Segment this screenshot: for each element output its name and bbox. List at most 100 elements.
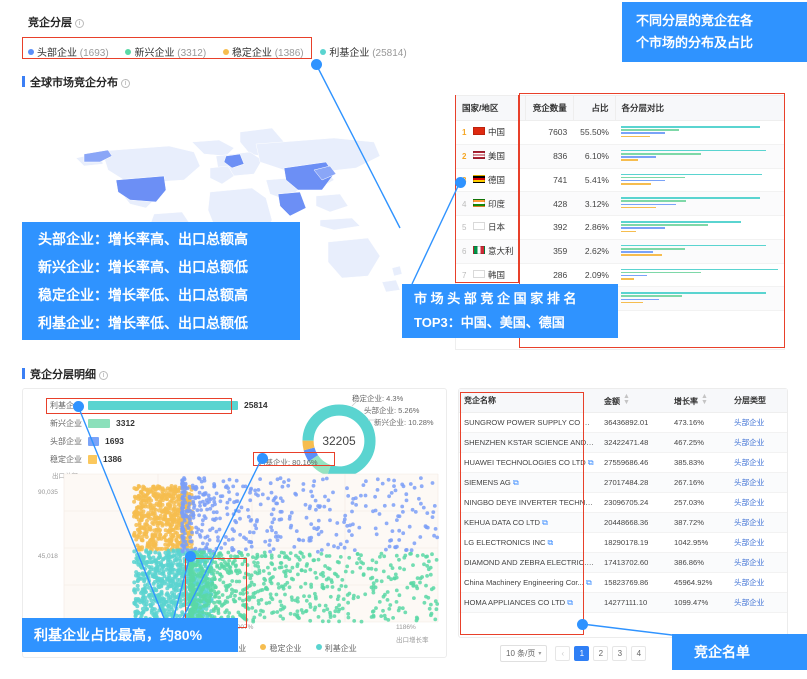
cell-country: 1 中国 [456, 120, 526, 145]
page-button-4[interactable]: 4 [631, 646, 647, 661]
page-button-3[interactable]: 3 [612, 646, 628, 661]
scatter-legend-niche[interactable]: 利基企业 [315, 644, 357, 653]
cell-company-name[interactable]: SUNGROW POWER SUPPLY CO L... ⧉ [459, 412, 599, 433]
col-tier-type[interactable]: 分层类型 [729, 389, 787, 413]
cell-tier[interactable]: 头部企业 [729, 472, 787, 493]
callout-knob [455, 177, 466, 188]
table-row[interactable]: KEHUA DATA CO LTD ⧉ 20448668.36 387.72% 头部企… [459, 512, 787, 533]
cell-country: 4 印度 [456, 191, 526, 216]
scatter-legend-stable[interactable]: 稳定企业 [260, 644, 301, 653]
copy-icon[interactable]: ⧉ [587, 457, 594, 467]
table-row[interactable]: 1 中国 7603 55.50% [456, 120, 784, 145]
legend-item-stable[interactable]: 稳定企业 (1386) [222, 44, 304, 59]
tier-link[interactable]: 头部企业 [734, 518, 765, 527]
copy-icon[interactable]: ⧉ [512, 477, 519, 487]
copy-icon[interactable]: ⧉ [547, 537, 554, 547]
col-pct[interactable]: 占比 [573, 96, 616, 121]
table-row[interactable]: LG ELECTRONICS INC ⧉ 18290178.19 1042.95% 头… [459, 532, 787, 553]
flag-icon [473, 127, 485, 136]
copy-icon[interactable]: ⧉ [567, 597, 573, 607]
info-circle-icon[interactable]: i [99, 371, 108, 380]
tier-link[interactable]: 头部企业 [734, 478, 765, 487]
tier-link[interactable]: 头部企业 [734, 438, 765, 447]
table-row[interactable]: SHENZHEN KSTAR SCIENCE AND... ⧉32422471.… [459, 432, 787, 453]
table-row[interactable]: HUAWEI TECHNOLOGIES CO LTD ⧉ 27559686.46 3… [459, 452, 787, 473]
cell-tier[interactable]: 头部企业 [729, 452, 787, 473]
rank-badge: 4 [462, 199, 467, 209]
tier-bar-fill [88, 436, 99, 446]
table-row[interactable]: NINGBO DEYE INVERTER TECHN... ⧉ 23096705.… [459, 492, 787, 513]
cell-tier[interactable]: 头部企业 [729, 592, 787, 613]
page-button-2[interactable]: 2 [593, 646, 609, 661]
tier-link[interactable]: 头部企业 [734, 458, 765, 467]
cell-tier[interactable]: 头部企业 [729, 532, 787, 553]
sort-icon[interactable]: ▲ ▼ [623, 393, 630, 406]
copy-icon[interactable]: ⧉ [586, 577, 592, 587]
cell-company-name[interactable]: DIAMOND AND ZEBRA ELECTRIC... ⧉ [459, 552, 599, 573]
cell-company-name[interactable]: HOMA APPLIANCES CO LTD ⧉ [459, 592, 599, 613]
cell-tier[interactable]: 头部企业 [729, 412, 787, 433]
mini-bar [621, 132, 665, 134]
tier-link[interactable]: 头部企业 [734, 598, 765, 607]
col-tier-compare[interactable]: 各分层对比 [615, 96, 784, 121]
table-row[interactable]: SIEMENS AG ⧉ 27017484.28 267.16% 头部企业 [459, 472, 787, 493]
cell-tier[interactable]: 头部企业 [729, 552, 787, 573]
cell-company-name[interactable]: HUAWEI TECHNOLOGIES CO LTD ⧉ [459, 452, 599, 473]
table-row[interactable]: China Machinery Engineering Cor... ⧉ 1582… [459, 572, 787, 593]
cell-company-name[interactable]: LG ELECTRONICS INC ⧉ [459, 532, 599, 553]
table-row[interactable]: 6 意大利 359 2.62% [456, 239, 784, 264]
tier-link[interactable]: 头部企业 [734, 418, 765, 427]
cell-tier[interactable]: 头部企业 [729, 432, 787, 453]
country-distribution-table[interactable]: 国家/地区 竞企数量 占比 各分层对比 1 中国 7603 55.50% 2 美国 836 6… [455, 95, 785, 350]
col-amount[interactable]: 金额▲ ▼ [599, 389, 669, 413]
copy-icon[interactable]: ⧉ [593, 497, 599, 507]
copy-icon[interactable]: ⧉ [542, 517, 548, 527]
tier-link[interactable]: 头部企业 [734, 558, 765, 567]
legend-item-emerging[interactable]: 新兴企业 (3312) [125, 44, 206, 59]
table-row[interactable]: 3德国7415.41% [456, 168, 784, 193]
legend-item-head[interactable]: 头部企业 (1693) [28, 44, 109, 59]
cell-tier[interactable]: 头部企业 [729, 492, 787, 513]
tier-bar-row[interactable]: 头部企业 1693 [36, 432, 286, 450]
mini-bar [621, 247, 685, 250]
cell-company-name[interactable]: KEHUA DATA CO LTD ⧉ [459, 512, 599, 533]
cell-company-name[interactable]: China Machinery Engineering Cor... ⧉ [459, 572, 599, 593]
tier-bar-row[interactable]: 利基企业 25814 [36, 396, 286, 414]
mini-bar [621, 179, 665, 182]
col-growth[interactable]: 增长率▲ ▼ [669, 389, 729, 413]
mini-bar-group [621, 149, 778, 161]
cell-company-name[interactable]: NINGBO DEYE INVERTER TECHN... ⧉ [459, 492, 599, 513]
copy-icon[interactable]: ⧉ [595, 438, 599, 447]
col-count[interactable]: 竞企数量 [525, 96, 574, 121]
info-circle-icon[interactable]: i [75, 19, 84, 28]
page-prev-button[interactable]: ‹ [555, 646, 571, 661]
cell-tier[interactable]: 头部企业 [729, 572, 787, 593]
page-button-1[interactable]: 1 [574, 646, 590, 661]
copy-icon[interactable]: ⧉ [592, 557, 599, 567]
table-row[interactable]: DIAMOND AND ZEBRA ELECTRIC... ⧉ 17413702.… [459, 552, 787, 573]
tier-bar-row[interactable]: 新兴企业 3312 [36, 414, 286, 432]
table-row[interactable]: HOMA APPLIANCES CO LTD ⧉ 14277111.10 1099.… [459, 592, 787, 613]
tier-link[interactable]: 头部企业 [734, 578, 765, 587]
col-company-name[interactable]: 竞企名称 [459, 389, 599, 413]
cell-company-name[interactable]: SHENZHEN KSTAR SCIENCE AND... ⧉ [459, 432, 599, 453]
tier-share-donut[interactable] [296, 398, 382, 484]
copy-icon[interactable]: ⧉ [595, 418, 599, 427]
cell-amount: 15823769.86 [599, 572, 669, 593]
cell-company-name[interactable]: SIEMENS AG ⧉ [459, 472, 599, 493]
page-size-select[interactable]: 10 条/页 ▾ [500, 645, 548, 662]
tier-link[interactable]: 头部企业 [734, 498, 765, 507]
tier-link[interactable]: 头部企业 [734, 538, 765, 547]
legend-item-niche[interactable]: 利基企业 (25814) [320, 44, 407, 59]
cell-tier[interactable]: 头部企业 [729, 512, 787, 533]
table-row[interactable]: 4 印度 428 3.12% [456, 191, 784, 216]
cell-count: 359 [525, 239, 574, 264]
table-row[interactable]: SUNGROW POWER SUPPLY CO L... ⧉36436892.0… [459, 412, 787, 433]
sort-icon[interactable]: ▲ ▼ [701, 393, 708, 406]
table-row[interactable]: 5 日本 392 2.86% [456, 215, 784, 240]
table-row[interactable]: 2 美国 836 6.10% [456, 144, 784, 169]
flag-icon [473, 222, 485, 231]
col-country[interactable]: 国家/地区 [456, 96, 526, 121]
info-circle-icon[interactable]: i [121, 79, 130, 88]
legend-label: 稳定企业 [269, 644, 302, 653]
